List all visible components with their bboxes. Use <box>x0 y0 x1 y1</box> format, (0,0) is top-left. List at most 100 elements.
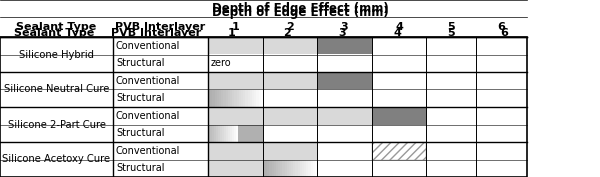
Text: Structural: Structural <box>116 163 164 173</box>
Bar <box>208 37 263 55</box>
Bar <box>317 159 372 177</box>
Bar <box>283 159 284 177</box>
Bar <box>426 37 476 55</box>
Bar <box>372 142 426 159</box>
Bar <box>263 159 265 177</box>
Bar <box>302 159 304 177</box>
Bar <box>315 159 317 177</box>
Text: 2: 2 <box>283 28 290 38</box>
Bar <box>208 124 263 142</box>
Bar <box>372 55 426 72</box>
Bar <box>280 159 283 177</box>
Text: 5: 5 <box>447 28 454 38</box>
Bar <box>476 142 527 159</box>
Text: Conventional: Conventional <box>116 76 181 86</box>
Bar <box>476 37 527 55</box>
Bar <box>426 124 476 142</box>
Bar <box>248 90 250 107</box>
Bar <box>476 124 527 142</box>
Bar <box>372 124 426 142</box>
Bar <box>208 124 210 142</box>
Bar <box>476 159 527 177</box>
Bar <box>221 90 223 107</box>
Text: Silicone Neutral Cure: Silicone Neutral Cure <box>4 84 109 95</box>
Text: Sealant Type: Sealant Type <box>16 22 97 32</box>
Bar <box>308 159 311 177</box>
Bar <box>476 72 527 90</box>
Bar <box>291 159 293 177</box>
Bar <box>263 159 317 177</box>
Bar <box>317 37 372 55</box>
Bar <box>268 159 269 177</box>
Bar <box>263 90 317 107</box>
Bar <box>239 90 241 107</box>
Bar <box>250 90 252 107</box>
Bar <box>265 159 268 177</box>
Text: 6: 6 <box>500 28 508 38</box>
Bar <box>254 90 256 107</box>
Bar <box>426 72 476 90</box>
Text: PVB Interlayer: PVB Interlayer <box>112 28 202 38</box>
Text: 4: 4 <box>393 28 401 38</box>
Bar <box>234 124 236 142</box>
Text: 6: 6 <box>497 22 505 32</box>
Bar <box>208 72 263 90</box>
Bar <box>317 72 372 90</box>
Bar <box>222 124 224 142</box>
Bar <box>263 124 317 142</box>
Bar <box>372 72 426 90</box>
Bar <box>230 124 232 142</box>
Bar <box>208 90 210 107</box>
Bar <box>289 159 291 177</box>
Bar <box>284 159 287 177</box>
Bar <box>235 90 236 107</box>
Bar <box>215 90 217 107</box>
Bar <box>263 72 317 90</box>
Bar <box>306 159 308 177</box>
Bar <box>263 37 317 55</box>
Text: 3: 3 <box>341 22 349 32</box>
Bar <box>228 90 230 107</box>
Bar <box>245 90 248 107</box>
Bar <box>372 159 426 177</box>
Bar <box>313 159 315 177</box>
Text: 4: 4 <box>395 22 403 32</box>
Bar <box>304 159 306 177</box>
Bar <box>272 159 274 177</box>
Text: Conventional: Conventional <box>116 111 181 121</box>
Text: Silicone 2-Part Cure: Silicone 2-Part Cure <box>7 119 106 130</box>
Bar <box>317 55 372 72</box>
Bar <box>214 124 216 142</box>
Bar <box>218 124 220 142</box>
Bar <box>216 124 218 142</box>
Text: 1: 1 <box>228 28 235 38</box>
Bar <box>476 90 527 107</box>
Bar <box>208 142 263 159</box>
Text: 5: 5 <box>447 22 455 32</box>
Text: Depth of Edge Effect (mm): Depth of Edge Effect (mm) <box>212 2 388 15</box>
Text: Depth of Edge Effect (mm): Depth of Edge Effect (mm) <box>212 6 388 19</box>
Bar <box>426 159 476 177</box>
Bar <box>212 124 214 142</box>
Bar <box>208 90 263 107</box>
Bar <box>228 124 230 142</box>
Text: 2: 2 <box>286 22 294 32</box>
Bar <box>298 159 300 177</box>
Bar <box>426 90 476 107</box>
Bar <box>208 107 263 124</box>
Bar <box>243 90 245 107</box>
Bar <box>263 55 317 72</box>
Bar <box>236 90 239 107</box>
Bar <box>276 159 278 177</box>
Text: Sealant Type: Sealant Type <box>14 28 95 38</box>
Bar <box>261 90 263 107</box>
Bar <box>287 159 289 177</box>
Bar <box>232 90 235 107</box>
Text: Structural: Structural <box>116 128 164 138</box>
Bar <box>220 124 222 142</box>
Bar <box>372 90 426 107</box>
Bar <box>0 37 527 177</box>
Bar <box>208 55 263 72</box>
Bar <box>263 107 317 124</box>
Bar <box>256 90 259 107</box>
